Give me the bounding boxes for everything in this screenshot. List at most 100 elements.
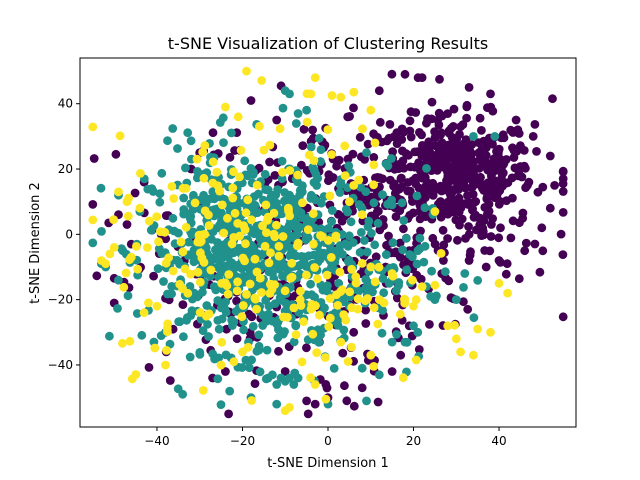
data-point-cluster-0 [434, 141, 444, 150]
data-point-cluster-0 [246, 96, 256, 105]
data-point-cluster-2 [260, 241, 270, 251]
data-point-cluster-0 [518, 213, 528, 223]
data-point-cluster-2 [216, 360, 226, 370]
x-tick-label: 0 [324, 434, 332, 448]
data-point-cluster-0 [462, 113, 471, 123]
data-point-cluster-0 [389, 132, 399, 142]
data-point-cluster-2 [198, 386, 208, 395]
data-point-cluster-1 [289, 380, 299, 389]
data-point-cluster-0 [302, 343, 311, 353]
data-point-cluster-1 [388, 238, 398, 248]
data-point-cluster-1 [294, 261, 303, 271]
data-point-cluster-1 [199, 190, 209, 200]
data-point-cluster-2 [285, 211, 294, 221]
data-point-cluster-2 [238, 347, 247, 357]
data-point-cluster-1 [239, 325, 249, 335]
data-point-cluster-2 [119, 282, 129, 292]
data-point-cluster-2 [417, 282, 427, 291]
data-point-cluster-1 [289, 337, 299, 347]
data-point-cluster-0 [471, 197, 481, 206]
data-point-cluster-2 [293, 241, 302, 251]
data-point-cluster-1 [205, 252, 215, 262]
data-point-cluster-2 [223, 213, 232, 223]
data-point-cluster-1 [264, 301, 274, 311]
data-point-cluster-2 [238, 301, 248, 310]
data-point-cluster-2 [144, 216, 154, 226]
data-point-cluster-0 [434, 147, 444, 157]
data-point-cluster-2 [486, 327, 495, 337]
data-point-cluster-1 [255, 367, 265, 377]
data-point-cluster-1 [356, 182, 365, 192]
data-point-cluster-2 [122, 197, 132, 207]
data-point-cluster-0 [464, 167, 474, 177]
data-point-cluster-1 [226, 259, 236, 268]
data-point-cluster-1 [272, 261, 282, 271]
data-point-cluster-2 [336, 92, 346, 102]
data-point-cluster-0 [390, 164, 399, 174]
data-point-cluster-1 [405, 250, 415, 259]
data-point-cluster-2 [208, 178, 218, 188]
data-point-cluster-1 [260, 169, 270, 179]
x-tick-label: −20 [230, 434, 255, 448]
data-point-cluster-0 [548, 94, 557, 104]
data-point-cluster-0 [464, 256, 474, 265]
data-point-cluster-1 [316, 145, 326, 155]
data-point-cluster-2 [114, 187, 123, 197]
data-point-cluster-0 [458, 120, 468, 129]
data-point-cluster-2 [357, 210, 367, 220]
data-point-cluster-0 [475, 220, 485, 230]
data-point-cluster-2 [239, 221, 249, 231]
data-point-cluster-2 [264, 258, 274, 268]
data-point-cluster-2 [252, 304, 261, 314]
data-point-cluster-0 [558, 208, 568, 217]
data-point-cluster-1 [186, 211, 196, 221]
data-point-cluster-2 [175, 279, 185, 289]
data-point-cluster-1 [291, 320, 301, 330]
data-point-cluster-1 [378, 190, 387, 200]
data-point-cluster-2 [192, 154, 202, 164]
data-point-cluster-2 [343, 357, 353, 366]
data-point-cluster-0 [477, 125, 486, 135]
data-point-cluster-0 [416, 274, 426, 284]
data-point-cluster-1 [167, 289, 177, 299]
data-point-cluster-2 [204, 210, 213, 220]
data-point-cluster-1 [212, 247, 222, 257]
data-point-cluster-0 [439, 256, 448, 265]
data-point-cluster-1 [310, 292, 319, 302]
data-point-cluster-1 [383, 161, 393, 171]
data-point-cluster-2 [450, 320, 459, 330]
data-point-cluster-1 [277, 174, 287, 184]
data-point-cluster-2 [237, 312, 247, 322]
data-point-cluster-0 [468, 190, 478, 199]
data-point-cluster-0 [405, 116, 415, 126]
data-point-cluster-2 [366, 262, 376, 272]
data-point-cluster-1 [174, 257, 184, 267]
data-point-cluster-2 [258, 221, 267, 231]
x-tick-label: 20 [406, 434, 421, 448]
data-point-cluster-2 [357, 259, 367, 268]
data-point-cluster-1 [374, 370, 384, 380]
data-point-cluster-1 [262, 345, 272, 355]
data-point-cluster-0 [396, 350, 406, 360]
data-point-cluster-0 [433, 115, 443, 125]
data-point-cluster-0 [447, 138, 457, 148]
data-point-cluster-0 [416, 226, 425, 236]
data-point-cluster-0 [405, 186, 415, 196]
data-point-cluster-2 [351, 272, 361, 282]
data-point-cluster-2 [494, 278, 504, 288]
data-point-cluster-1 [168, 124, 178, 133]
data-point-cluster-2 [164, 253, 174, 263]
data-point-cluster-1 [316, 157, 325, 166]
data-point-cluster-1 [422, 164, 431, 173]
data-point-cluster-0 [486, 171, 496, 181]
data-point-cluster-2 [242, 66, 251, 76]
data-point-cluster-1 [354, 286, 364, 296]
data-point-cluster-0 [165, 376, 175, 385]
data-point-cluster-1 [412, 191, 422, 201]
data-point-cluster-1 [186, 136, 196, 146]
data-point-cluster-2 [347, 342, 356, 352]
data-point-cluster-2 [139, 308, 149, 318]
data-point-cluster-0 [498, 130, 508, 140]
data-point-cluster-1 [123, 291, 133, 301]
data-point-cluster-0 [343, 112, 353, 122]
